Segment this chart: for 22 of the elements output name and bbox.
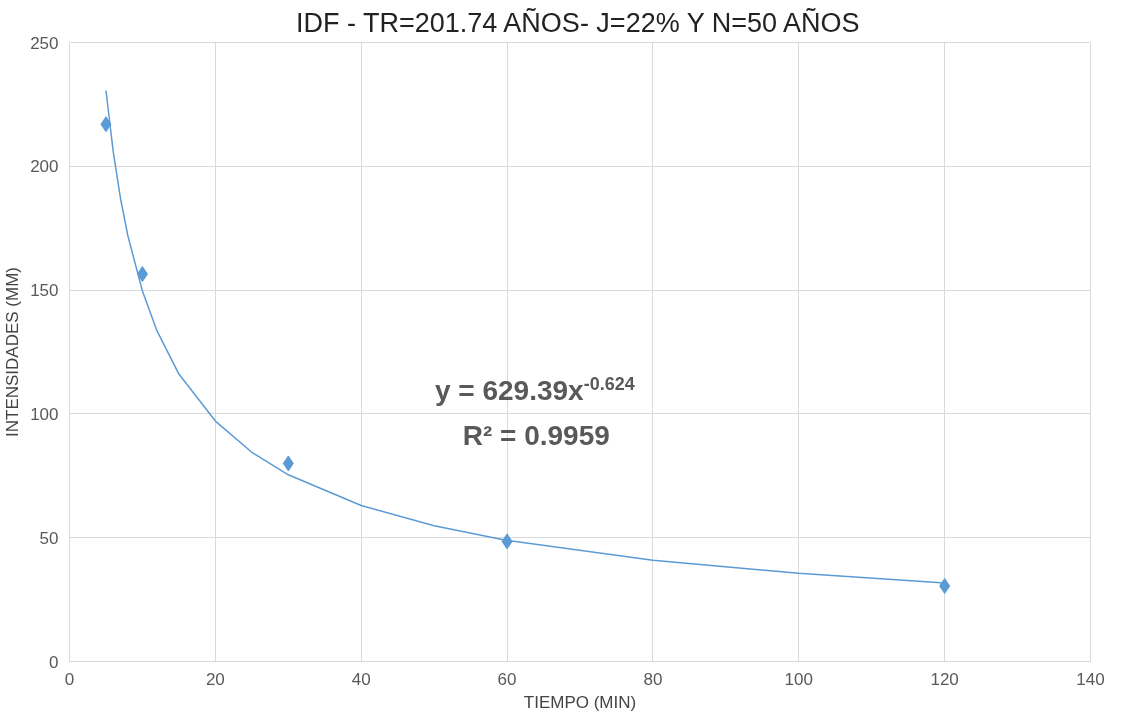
x-tick-label: 0 — [64, 669, 75, 689]
x-tick-label: 40 — [351, 669, 371, 689]
x-tick-label: 100 — [784, 669, 813, 689]
y-axis-title: INTENSIDADES (MM) — [3, 267, 23, 437]
y-tick-label: 0 — [49, 652, 59, 672]
point — [282, 455, 294, 472]
y-tick-label: 250 — [30, 33, 59, 53]
y-tick-label: 150 — [30, 281, 59, 301]
point — [100, 116, 112, 133]
y-tick-label: 100 — [30, 404, 59, 424]
point — [136, 266, 148, 283]
x-tick-label: 20 — [205, 669, 225, 689]
chart-title: IDF - TR=201.74 AÑOS- J=22% Y N=50 AÑOS — [296, 6, 860, 38]
x-tick-label: 60 — [497, 669, 517, 689]
annotation: R² = 0.9959 — [462, 420, 610, 452]
point — [939, 577, 951, 594]
x-tick-label: 120 — [930, 669, 959, 689]
x-tick-label: 140 — [1076, 669, 1105, 689]
y-tick-label: 200 — [30, 157, 59, 177]
y-tick-label: 50 — [39, 528, 59, 548]
x-axis-title: TIEMPO (MIN) — [523, 692, 637, 712]
x-tick-label: 80 — [643, 669, 663, 689]
